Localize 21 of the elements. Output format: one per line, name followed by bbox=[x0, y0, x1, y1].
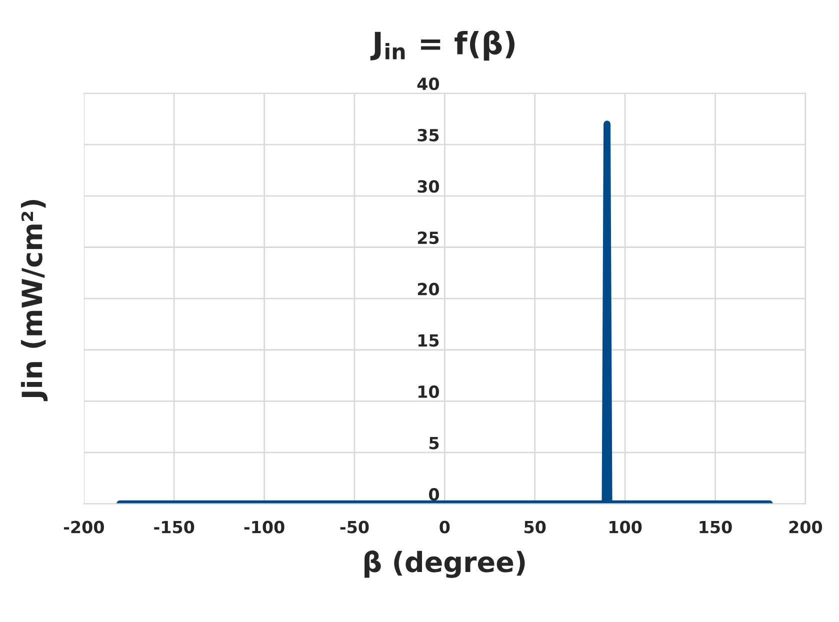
x-tick-label: 100 bbox=[610, 520, 642, 534]
y-tick-label: 30 bbox=[418, 180, 440, 193]
y-tick-label: 0 bbox=[429, 488, 440, 501]
x-tick-label: -50 bbox=[340, 520, 369, 534]
y-tick-label: 40 bbox=[417, 78, 440, 90]
y-tick-label: 5 bbox=[430, 436, 439, 450]
x-tick-label: 200 bbox=[789, 520, 822, 534]
x-tick-label: -150 bbox=[154, 520, 194, 534]
x-tick-label: 150 bbox=[700, 520, 732, 534]
x-axis-title: β (degree) bbox=[364, 550, 525, 578]
y-tick-label: 20 bbox=[418, 282, 440, 296]
y-tick-label: 15 bbox=[418, 334, 439, 347]
x-tick-label: -200 bbox=[64, 520, 104, 534]
y-tick-label: 35 bbox=[418, 128, 439, 142]
x-tick-label: 0 bbox=[440, 520, 450, 534]
chart-title: J$_{in}$ = f(β) bbox=[370, 30, 515, 61]
x-tick-label: -100 bbox=[244, 520, 284, 534]
y-tick-label: 25 bbox=[418, 231, 439, 244]
y-tick-label: 10 bbox=[418, 385, 440, 398]
x-tick-label: 50 bbox=[524, 520, 546, 534]
y-axis-title: Jin (mW/cm²) bbox=[20, 200, 48, 402]
